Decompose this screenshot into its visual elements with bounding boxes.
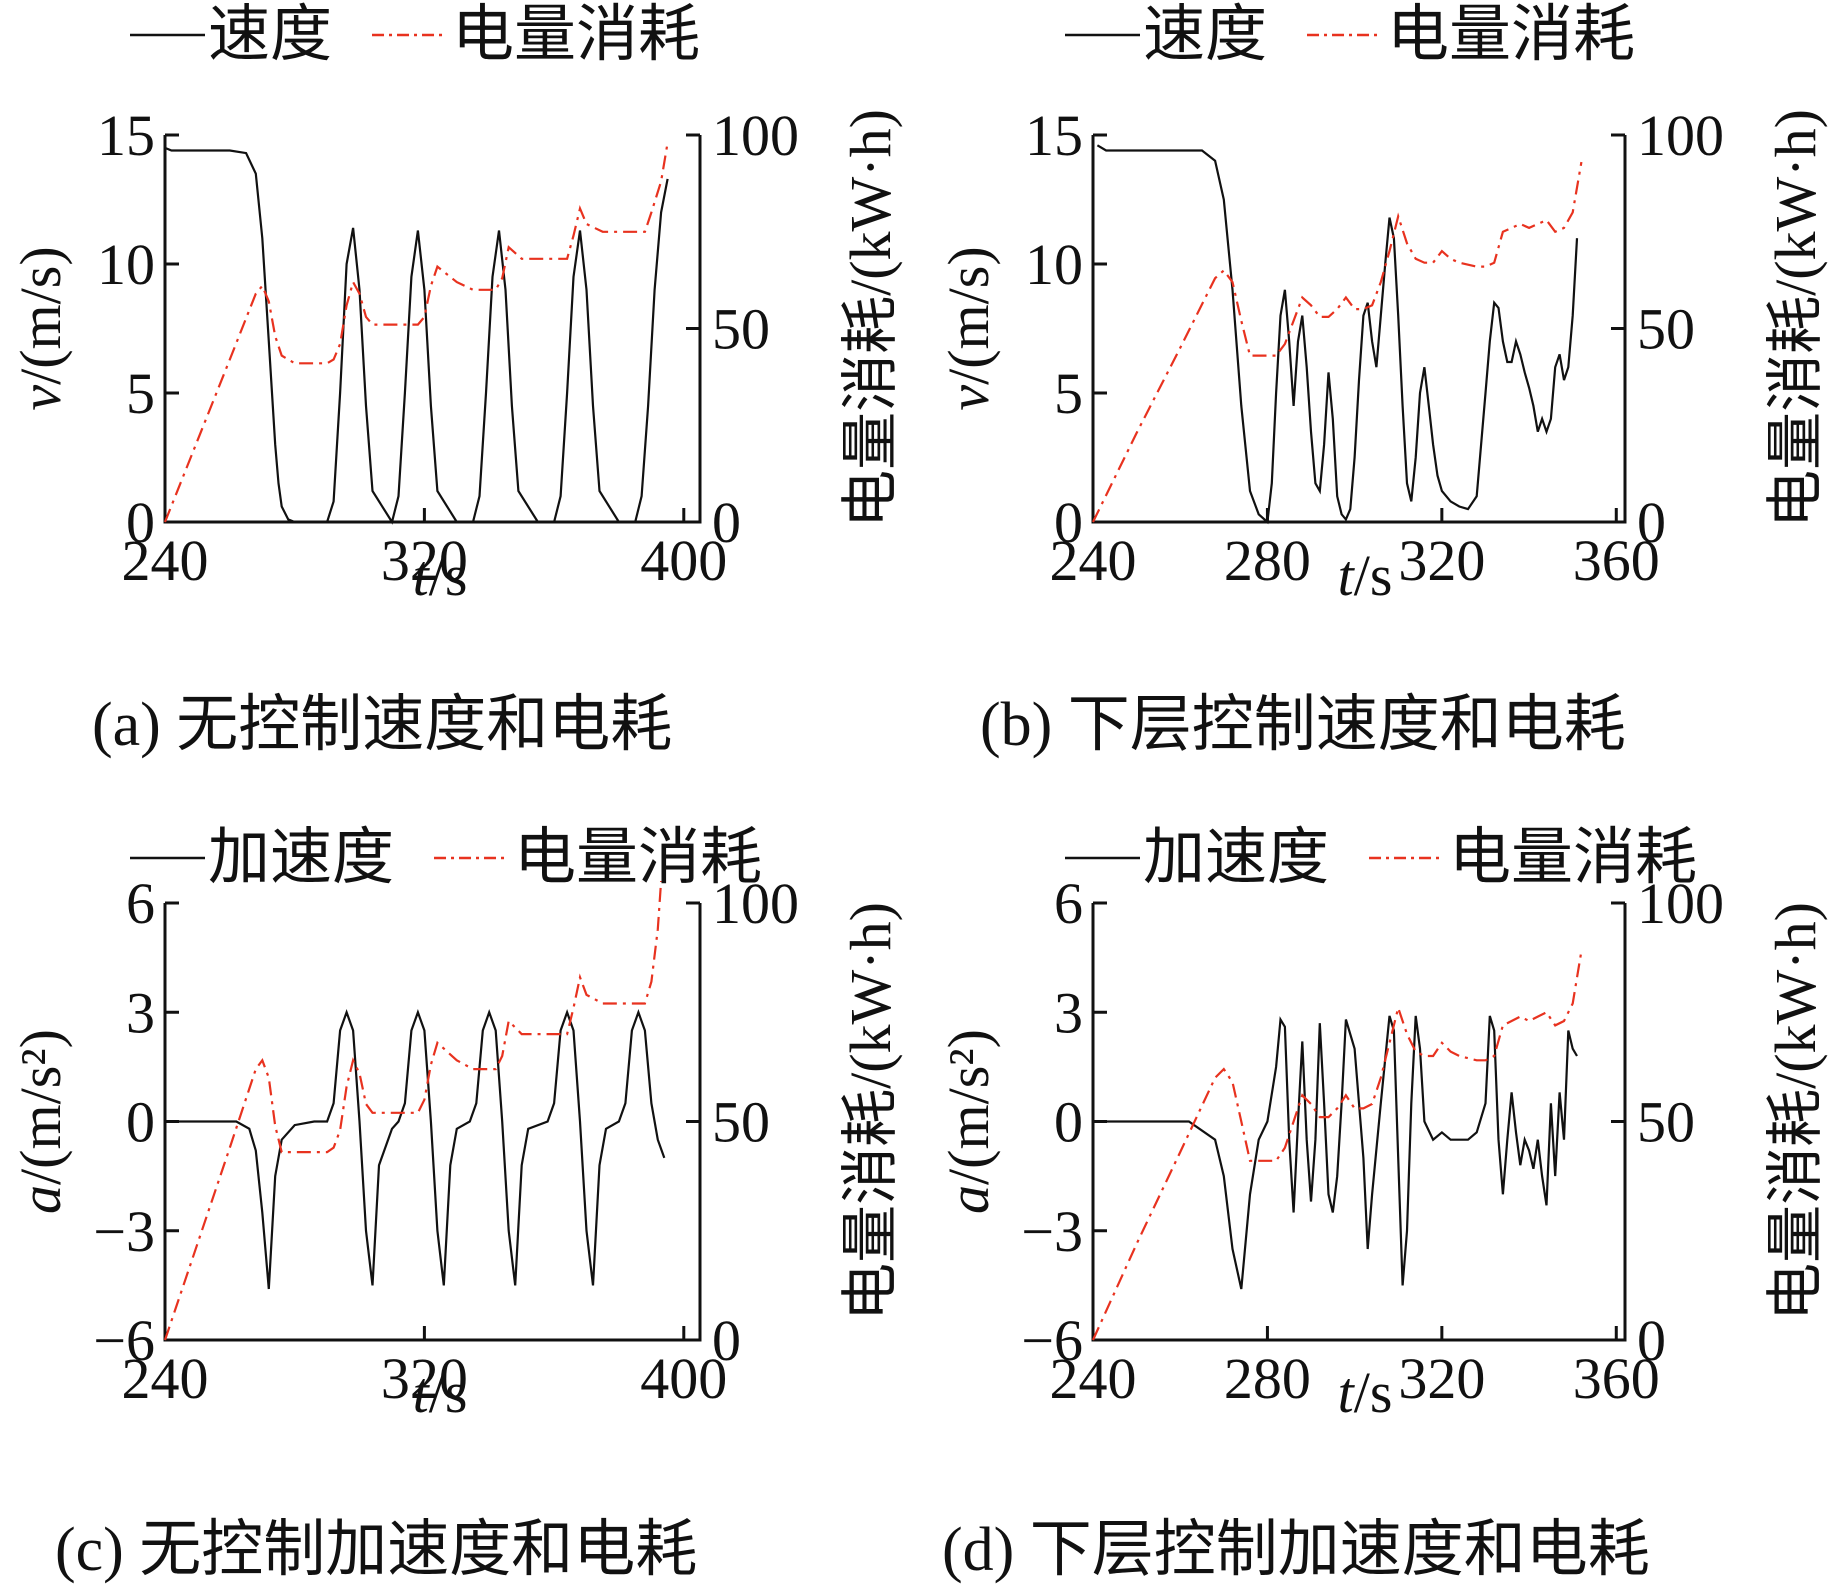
legend-label-energy: 电量消耗: [1387, 0, 1635, 70]
y-tick-label: 6: [1054, 871, 1083, 936]
x-tick-label: 320: [1398, 528, 1485, 593]
y-tick-label: 0: [1054, 1090, 1083, 1155]
y-tick-label: 0: [126, 1090, 155, 1155]
y-axis-label: a/(m/s²): [8, 1029, 73, 1214]
series-line-energy: [1091, 950, 1583, 1341]
x-axis-label: t/s: [1338, 1360, 1393, 1425]
series-line-energy: [163, 142, 669, 523]
y-axis-label: v/(m/s): [8, 246, 73, 410]
y-tick-label: 6: [126, 871, 155, 936]
x-tick-label: 240: [122, 528, 209, 593]
legend-label-primary: 速度: [208, 0, 332, 70]
x-tick-label: 240: [122, 1346, 209, 1411]
y-tick-label: 3: [126, 980, 155, 1045]
x-tick-label: 240: [1050, 528, 1137, 593]
x-tick-label: 320: [1398, 1346, 1485, 1411]
legend-label-energy: 电量消耗: [514, 820, 762, 893]
y-tick-label: −3: [93, 1199, 155, 1264]
panel-a: 0 5 10 15 0 50 100 240 320 400 t/s v/(m/s) 电量消耗/(kW·…: [8, 0, 903, 759]
y-tick-label: 15: [1025, 103, 1083, 168]
series-line-primary: [164, 146, 669, 525]
legend-label-primary: 速度: [1143, 0, 1267, 70]
panel-c: −6 −3 0 3 6 0 50 100 240 320 400 t/s a/(m/s²) 电量消耗/(k…: [8, 820, 903, 1584]
axes-frame: [163, 135, 702, 524]
y-tick-label: 15: [97, 103, 155, 168]
panel-b: 0 5 10 15 0 50 100 240 280 320 360 t/s v/(m/s) 电量消耗/(…: [936, 0, 1828, 759]
panel-caption: (a) 无控制速度和电耗: [92, 691, 672, 759]
y2-tick-label: 100: [1637, 103, 1724, 168]
legend: 速度 电量消耗: [130, 0, 700, 70]
series-line-energy: [163, 881, 663, 1341]
series-line-primary: [1097, 1015, 1578, 1290]
x-axis-label: t/s: [1338, 543, 1393, 608]
y2-tick-label: 0: [1637, 1308, 1666, 1373]
legend: 加速度 电量消耗: [1065, 820, 1697, 893]
x-axis-label: t/s: [413, 1360, 468, 1425]
panel-caption: (d) 下层控制加速度和电耗: [942, 1516, 1650, 1584]
series-line-primary: [1096, 144, 1579, 525]
x-axis-label: t/s: [413, 543, 468, 608]
y2-tick-label: 0: [712, 1308, 741, 1373]
y2-tick-label: 50: [1637, 1090, 1695, 1155]
legend-label-energy: 电量消耗: [452, 0, 700, 70]
y2-tick-label: 50: [712, 297, 770, 362]
y-tick-label: −6: [1021, 1308, 1083, 1373]
y-tick-label: 5: [126, 361, 155, 426]
x-tick-label: 360: [1573, 1346, 1660, 1411]
y2-tick-label: 100: [1637, 871, 1724, 936]
panel-caption: (c) 无控制加速度和电耗: [55, 1516, 697, 1584]
y2-axis-label: 电量消耗/(kW·h): [1763, 902, 1828, 1321]
legend-label-primary: 加速度: [208, 820, 394, 893]
legend-label-primary: 加速度: [1143, 820, 1329, 893]
y-tick-label: 5: [1054, 361, 1083, 426]
y-tick-label: 10: [97, 232, 155, 297]
y-tick-label: 0: [1054, 490, 1083, 555]
x-tick-label: 320: [381, 528, 468, 593]
series-line-primary: [171, 1009, 666, 1290]
y2-tick-label: 100: [712, 103, 799, 168]
axes-frame: [1091, 135, 1627, 524]
x-tick-label: 400: [640, 528, 727, 593]
y-axis-label: a/(m/s²): [936, 1029, 1001, 1214]
y-tick-label: −6: [93, 1308, 155, 1373]
x-tick-label: 240: [1050, 1346, 1137, 1411]
y-tick-label: 3: [1054, 980, 1083, 1045]
y-tick-label: −3: [1021, 1199, 1083, 1264]
x-tick-label: 280: [1224, 1346, 1311, 1411]
y2-tick-label: 50: [1637, 297, 1695, 362]
x-tick-label: 320: [381, 1346, 468, 1411]
y2-tick-label: 100: [712, 871, 799, 936]
y2-tick-label: 50: [712, 1090, 770, 1155]
legend: 速度 电量消耗: [1065, 0, 1635, 70]
series-line-energy: [1092, 161, 1583, 523]
x-tick-label: 280: [1224, 528, 1311, 593]
y2-axis-label: 电量消耗/(kW·h): [838, 109, 903, 528]
y-tick-label: 10: [1025, 232, 1083, 297]
legend: 加速度 电量消耗: [130, 820, 762, 893]
y-tick-label: 0: [126, 490, 155, 555]
x-tick-label: 400: [640, 1346, 727, 1411]
x-tick-label: 360: [1573, 528, 1660, 593]
y-axis-label: v/(m/s): [936, 246, 1001, 410]
y2-tick-label: 0: [712, 490, 741, 555]
y2-axis-label: 电量消耗/(kW·h): [1763, 109, 1828, 528]
panel-caption: (b) 下层控制速度和电耗: [980, 691, 1626, 759]
legend-label-energy: 电量消耗: [1449, 820, 1697, 893]
y2-tick-label: 0: [1637, 490, 1666, 555]
y2-axis-label: 电量消耗/(kW·h): [838, 902, 903, 1321]
